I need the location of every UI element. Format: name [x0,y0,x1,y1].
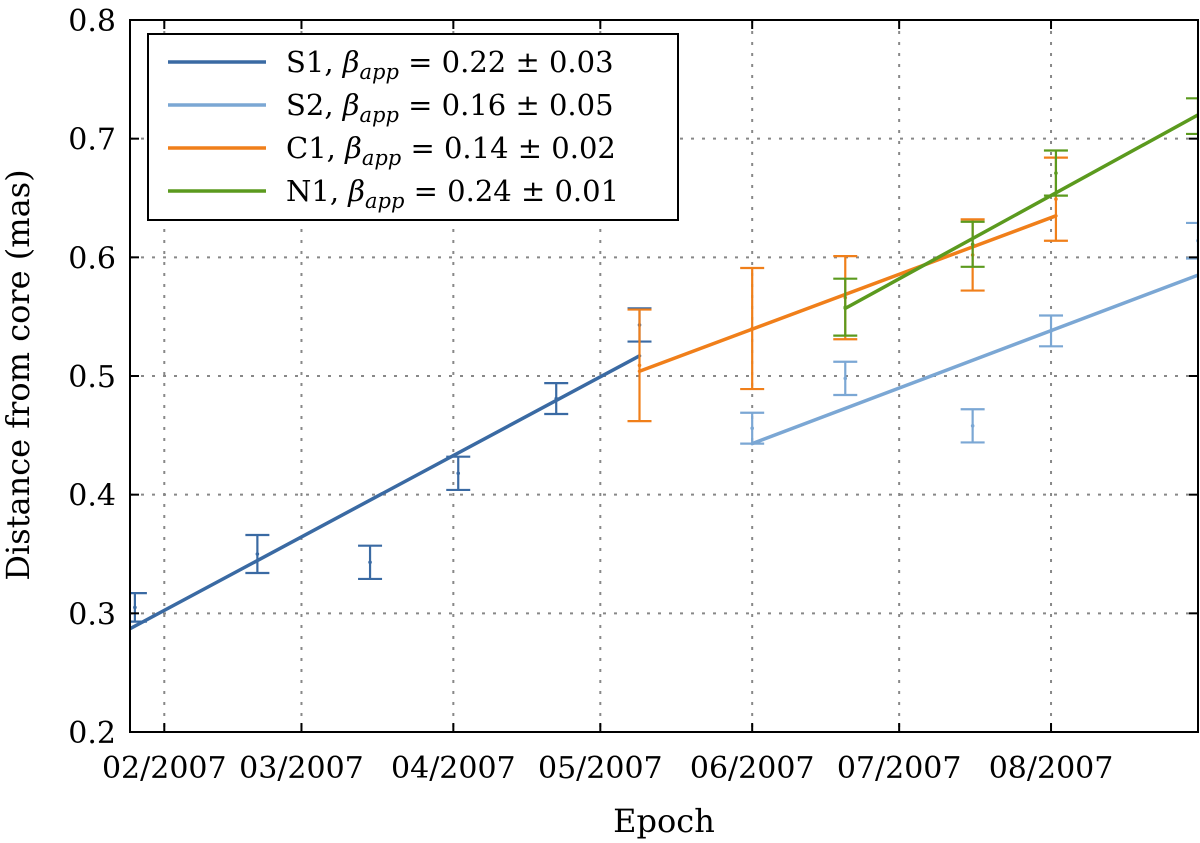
x-tick-label: 04/2007 [391,751,516,786]
point-marker [637,363,642,368]
data-point [446,455,471,492]
legend-box [147,33,679,221]
data-point [627,308,652,423]
y-tick-label: 0.4 [68,479,116,514]
point-marker [255,552,260,556]
point-marker [750,426,754,431]
data-point [960,220,985,268]
x-tick-label: 02/2007 [102,751,227,786]
fit-line [843,113,1198,311]
x-tick-label: 08/2007 [989,751,1114,786]
point-marker [1054,171,1058,175]
point-marker [368,560,372,565]
point-marker [456,471,461,476]
legend-label: N1, βapp = 0.24 ± 0.01 [286,174,619,213]
point-marker [970,424,975,428]
y-tick-label: 0.6 [68,241,116,276]
data-point [358,544,383,581]
legend-label: S2, βapp = 0.16 ± 0.05 [286,88,614,127]
y-axis-title: Distance from core (mas) [0,169,37,580]
legend-entry: S1, βapp = 0.22 ± 0.03 [168,45,614,84]
data-point [1043,149,1068,197]
fit-line [130,354,642,631]
y-tick-label: 0.7 [68,123,116,158]
series-s2 [740,221,1198,446]
series-n1 [833,97,1198,337]
x-tick-label: 06/2007 [690,751,815,786]
fit-line [750,273,1198,446]
point-marker [970,242,975,247]
fit-line [637,214,1058,374]
point-marker [843,376,848,381]
point-marker [1054,197,1058,201]
legend-label: C1, βapp = 0.14 ± 0.02 [286,131,616,170]
x-tick-label: 05/2007 [538,751,663,786]
data-point [833,360,858,397]
legend: S1, βapp = 0.22 ± 0.03 S2, βapp = 0.16 ± … [147,33,679,221]
x-tick-label: 07/2007 [837,751,962,786]
legend-label: S1, βapp = 0.22 ± 0.03 [286,45,614,84]
x-axis: 02/2007 03/2007 04/2007 05/2007 06/2007 07/20… [102,20,1113,786]
y-axis: 0.2 0.3 0.4 0.5 0.6 0.7 0.8 [68,4,1198,751]
data-point [130,592,147,623]
legend-entry: S2, βapp = 0.16 ± 0.05 [168,88,614,127]
y-tick-label: 0.3 [68,597,116,632]
data-point [960,408,985,444]
data-point [245,533,270,575]
y-tick-label: 0.2 [68,716,116,751]
y-tick-label: 0.8 [68,4,116,39]
y-tick-label: 0.5 [68,360,116,395]
x-axis-title: Epoch [613,802,715,840]
legend-entry: C1, βapp = 0.14 ± 0.02 [168,131,616,170]
point-marker [133,605,137,610]
legend-entry: N1, βapp = 0.24 ± 0.01 [168,174,619,213]
x-tick-label: 03/2007 [239,751,364,786]
plot-area [130,97,1198,631]
series-c1 [627,156,1068,423]
series-s1 [130,307,652,631]
